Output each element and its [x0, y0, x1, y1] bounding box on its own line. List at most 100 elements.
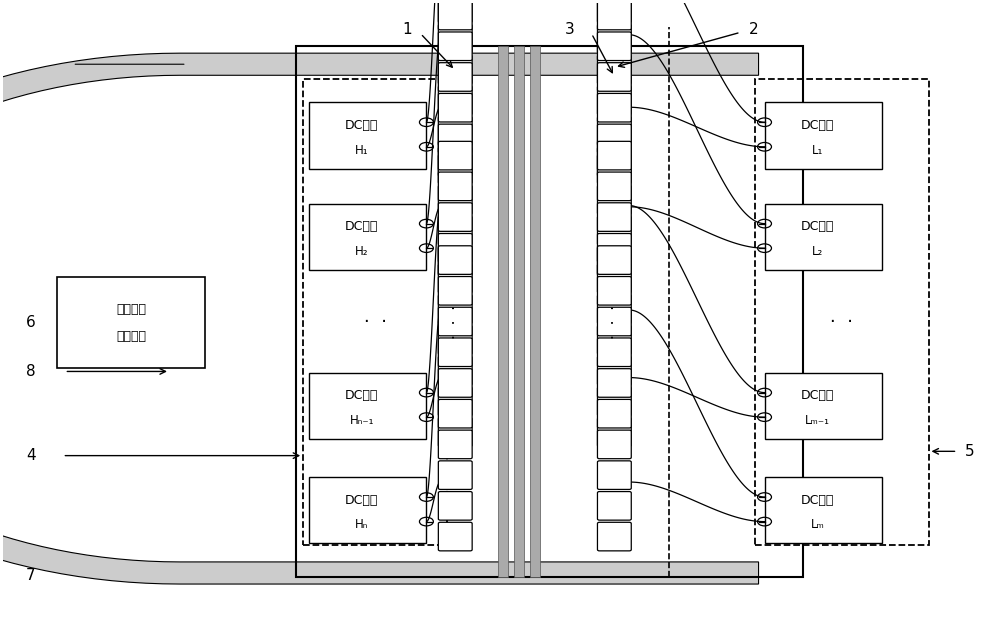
- FancyBboxPatch shape: [597, 356, 631, 385]
- Bar: [309, 477, 426, 544]
- Bar: [309, 204, 426, 270]
- FancyBboxPatch shape: [438, 430, 472, 459]
- Bar: [498, 46, 508, 577]
- FancyBboxPatch shape: [597, 0, 631, 22]
- FancyBboxPatch shape: [597, 124, 631, 153]
- FancyBboxPatch shape: [597, 86, 631, 115]
- FancyBboxPatch shape: [438, 295, 472, 324]
- Text: DC电源: DC电源: [801, 494, 834, 507]
- FancyBboxPatch shape: [597, 418, 631, 446]
- FancyBboxPatch shape: [438, 155, 472, 184]
- FancyBboxPatch shape: [438, 326, 472, 354]
- Text: 2: 2: [749, 22, 758, 37]
- FancyBboxPatch shape: [438, 148, 472, 176]
- FancyBboxPatch shape: [597, 185, 631, 214]
- FancyBboxPatch shape: [438, 418, 472, 446]
- FancyBboxPatch shape: [597, 141, 631, 170]
- FancyBboxPatch shape: [597, 247, 631, 276]
- FancyBboxPatch shape: [438, 86, 472, 115]
- FancyBboxPatch shape: [597, 55, 631, 84]
- FancyBboxPatch shape: [438, 338, 472, 366]
- FancyBboxPatch shape: [597, 234, 631, 262]
- Bar: [765, 477, 882, 544]
- FancyBboxPatch shape: [597, 308, 631, 336]
- FancyBboxPatch shape: [597, 338, 631, 366]
- Text: 1: 1: [403, 22, 412, 37]
- FancyBboxPatch shape: [438, 246, 472, 275]
- FancyBboxPatch shape: [438, 32, 472, 61]
- FancyBboxPatch shape: [438, 461, 472, 489]
- FancyBboxPatch shape: [597, 203, 631, 231]
- FancyBboxPatch shape: [597, 277, 631, 305]
- Text: DC电源: DC电源: [345, 119, 379, 132]
- FancyBboxPatch shape: [438, 1, 472, 30]
- Text: 5: 5: [965, 444, 974, 459]
- Bar: [765, 204, 882, 270]
- Bar: [309, 102, 426, 169]
- Bar: [296, 46, 803, 577]
- FancyBboxPatch shape: [597, 155, 631, 184]
- FancyBboxPatch shape: [597, 387, 631, 415]
- FancyBboxPatch shape: [438, 369, 472, 397]
- FancyBboxPatch shape: [597, 216, 631, 245]
- FancyBboxPatch shape: [438, 124, 472, 153]
- Bar: [303, 79, 447, 545]
- FancyBboxPatch shape: [597, 399, 631, 428]
- FancyBboxPatch shape: [597, 264, 631, 293]
- FancyBboxPatch shape: [597, 94, 631, 122]
- FancyBboxPatch shape: [438, 172, 472, 201]
- FancyBboxPatch shape: [597, 461, 631, 489]
- Text: H₁: H₁: [355, 144, 369, 157]
- Text: DC电源: DC电源: [345, 389, 379, 402]
- FancyBboxPatch shape: [438, 277, 472, 305]
- FancyBboxPatch shape: [438, 492, 472, 520]
- Text: Lₘ: Lₘ: [810, 518, 824, 531]
- FancyBboxPatch shape: [438, 203, 472, 231]
- FancyBboxPatch shape: [438, 356, 472, 385]
- Text: 采集模块: 采集模块: [116, 330, 146, 343]
- FancyBboxPatch shape: [438, 399, 472, 428]
- Polygon shape: [0, 53, 759, 584]
- Text: 7: 7: [26, 568, 35, 583]
- FancyBboxPatch shape: [597, 148, 631, 176]
- FancyBboxPatch shape: [597, 492, 631, 520]
- FancyBboxPatch shape: [597, 295, 631, 324]
- FancyBboxPatch shape: [438, 0, 472, 22]
- Text: ·  ·: · ·: [830, 313, 853, 331]
- Text: DC电源: DC电源: [801, 389, 834, 402]
- FancyBboxPatch shape: [438, 234, 472, 262]
- Bar: [309, 373, 426, 439]
- FancyBboxPatch shape: [438, 522, 472, 551]
- FancyBboxPatch shape: [438, 141, 472, 170]
- Text: Lₘ₋₁: Lₘ₋₁: [805, 414, 830, 427]
- Text: ·  ·  ·: · · ·: [448, 305, 463, 339]
- FancyBboxPatch shape: [438, 216, 472, 245]
- Text: 流速控制: 流速控制: [116, 303, 146, 316]
- Text: DC电源: DC电源: [801, 221, 834, 233]
- Bar: [530, 46, 540, 577]
- Text: L₁: L₁: [812, 144, 823, 157]
- FancyBboxPatch shape: [438, 264, 472, 293]
- Text: 8: 8: [26, 364, 35, 379]
- Text: DC电源: DC电源: [801, 119, 834, 132]
- Text: 3: 3: [565, 22, 574, 37]
- Text: Hₙ: Hₙ: [355, 518, 369, 531]
- FancyBboxPatch shape: [438, 94, 472, 122]
- FancyBboxPatch shape: [597, 246, 631, 275]
- Text: 4: 4: [26, 448, 35, 463]
- FancyBboxPatch shape: [438, 308, 472, 336]
- FancyBboxPatch shape: [438, 55, 472, 84]
- FancyBboxPatch shape: [597, 369, 631, 397]
- FancyBboxPatch shape: [597, 32, 631, 61]
- FancyBboxPatch shape: [597, 25, 631, 53]
- FancyBboxPatch shape: [438, 117, 472, 145]
- FancyBboxPatch shape: [438, 185, 472, 214]
- FancyBboxPatch shape: [597, 63, 631, 91]
- FancyBboxPatch shape: [438, 387, 472, 415]
- Bar: [765, 102, 882, 169]
- FancyBboxPatch shape: [597, 430, 631, 459]
- FancyBboxPatch shape: [438, 63, 472, 91]
- Text: DC电源: DC电源: [345, 494, 379, 507]
- FancyBboxPatch shape: [438, 25, 472, 53]
- Text: DC电源: DC电源: [345, 221, 379, 233]
